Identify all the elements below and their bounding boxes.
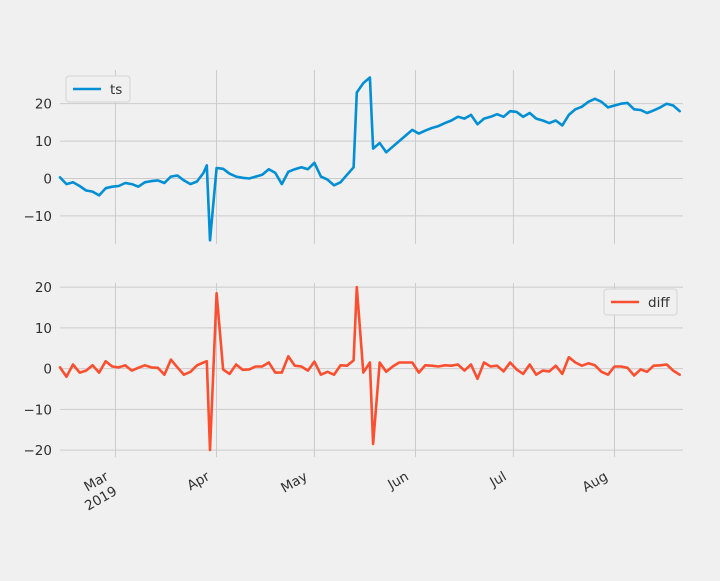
y-tick-label: −20 xyxy=(24,443,53,459)
y-tick-label: −10 xyxy=(24,209,53,225)
y-tick-label: 10 xyxy=(35,321,52,337)
ts-legend: ts xyxy=(65,75,131,103)
ts-series-line xyxy=(58,76,682,242)
legend-label: ts xyxy=(110,82,122,98)
x-tick-label: Jul xyxy=(486,469,509,492)
diff-legend: diff xyxy=(603,288,678,316)
legend-label: diff xyxy=(648,295,670,311)
diff-series-line xyxy=(58,285,682,452)
legend-frame xyxy=(603,288,678,316)
ts-axes: −10 0 10 20 ts xyxy=(24,70,683,244)
x-tick-label-line: Jul xyxy=(486,469,509,492)
y-tick-label: 20 xyxy=(35,97,52,113)
y-tick-label: 0 xyxy=(43,362,52,378)
y-tick-label: 20 xyxy=(35,280,52,296)
y-tick-label: 0 xyxy=(43,172,52,188)
y-tick-label: 10 xyxy=(35,134,52,150)
y-tick-label: −10 xyxy=(24,402,53,418)
